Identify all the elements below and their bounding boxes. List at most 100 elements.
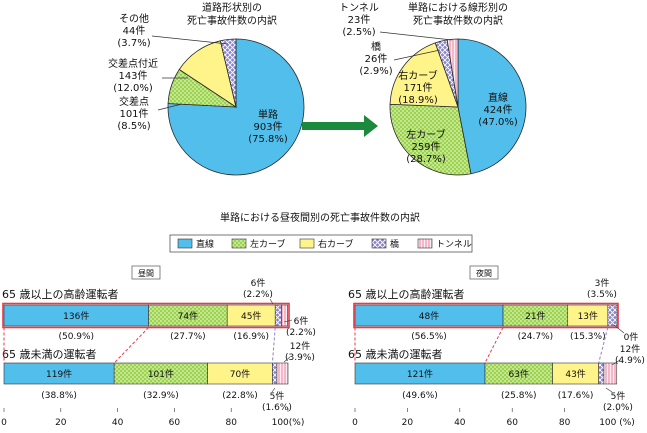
bar-segment-0-0-bridge xyxy=(275,305,281,326)
night-junior-bridge-count: 5件 xyxy=(611,390,626,402)
bar-count-1-1-left_curve: 63件 xyxy=(509,368,529,380)
bar-count-1-0-left_curve: 21件 xyxy=(525,310,545,322)
pie1-percent-near-intersection: (12.0%) xyxy=(113,83,153,94)
x-tick-label-1-2: 40 xyxy=(454,418,466,428)
pie1-percent-single-road: (75.8%) xyxy=(248,134,288,145)
pie1-percent-intersection: (8.5%) xyxy=(117,121,150,132)
pie1-label-single-road: 単路 xyxy=(258,108,278,121)
legend-swatch-4 xyxy=(418,239,432,248)
night-senior-tunnel-leader xyxy=(614,325,624,333)
bar-percent-1-0-straight: (56.5%) xyxy=(411,332,447,342)
pie2-count-left-curve: 259件 xyxy=(411,141,440,153)
x-tick-label-1-3: 60 xyxy=(506,418,518,428)
pie1-count-other: 44件 xyxy=(123,25,146,37)
day-senior-bridge-count: 6件 xyxy=(251,277,266,289)
pie1-leader-other xyxy=(152,36,228,44)
pie2-title-line1: 単路における線形別の xyxy=(408,1,508,14)
pie1-count-single-road: 903件 xyxy=(253,121,282,133)
bar-segment-1-0-bridge xyxy=(608,305,617,326)
bar-percent-0-0-straight: (50.9%) xyxy=(58,332,94,342)
legend-swatch-3 xyxy=(372,239,386,248)
legend-swatch-1 xyxy=(232,239,246,248)
stacked-bar-panels: 昼間 65 歳以上の高齢運転者 136件 (50.9%) 74件 (27.7%) 45件 (1… xyxy=(1,266,635,428)
bar-percent-0-1-right_curve: (22.8%) xyxy=(222,391,258,401)
pie-chart-road-shape xyxy=(168,39,304,175)
legend-label-4: トンネル xyxy=(436,239,472,250)
bar-count-0-0-right_curve: 45件 xyxy=(241,310,261,322)
bar-connector-0-0 xyxy=(114,328,148,364)
pie2-label-tunnel: トンネル xyxy=(339,2,379,14)
bar-count-1-0-right_curve: 13件 xyxy=(578,310,598,322)
pie2-count-tunnel: 23件 xyxy=(348,14,371,26)
bar-connector-0-2 xyxy=(272,328,275,364)
bar-percent-1-1-straight: (49.6%) xyxy=(402,391,438,401)
pie2-percent-right-curve: (18.9%) xyxy=(398,95,438,106)
pie2-percent-bridge: (2.9%) xyxy=(359,66,392,77)
x-tick-label-0-4: 80 xyxy=(225,418,237,428)
bar-percent-0-1-left_curve: (32.9%) xyxy=(143,391,179,401)
pie2-percent-left-curve: (28.7%) xyxy=(406,154,446,165)
day-senior-tunnel-percent: (2.2%) xyxy=(286,328,316,338)
pie2-label-right-curve: 右カーブ xyxy=(398,69,437,82)
bar-percent-1-1-right_curve: (17.6%) xyxy=(558,391,594,401)
night-junior-tunnel-percent: (4.9%) xyxy=(615,356,645,366)
bar-segment-1-1-tunnel xyxy=(604,363,617,384)
pie1-count-intersection: 101件 xyxy=(119,108,148,120)
pie2-count-right-curve: 171件 xyxy=(403,82,432,94)
pie1-title-line2: 死亡事故件数の内訳 xyxy=(187,14,277,27)
bar-connector-1-0 xyxy=(485,328,503,364)
bar-percent-0-0-right_curve: (16.9%) xyxy=(233,332,269,342)
bar-count-0-0-left_curve: 74件 xyxy=(178,310,198,322)
x-tick-label-1-0: 0 xyxy=(352,418,358,428)
pie1-label-intersection: 交差点 xyxy=(119,95,149,108)
legend-label-2: 右カーブ xyxy=(318,238,353,250)
night-senior-tunnel-count: 0件 xyxy=(624,331,639,343)
bar-segment-0-0-tunnel xyxy=(281,305,287,326)
legend-label-1: 左カーブ xyxy=(250,238,285,250)
pie1-count-near-intersection: 143件 xyxy=(118,70,147,82)
pie1-title-line1: 道路形状別の xyxy=(202,1,262,14)
day-senior-bridge-percent: (2.2%) xyxy=(243,290,273,300)
pie2-label-left-curve: 左カーブ xyxy=(406,128,445,141)
x-tick-label-0-2: 40 xyxy=(112,418,124,428)
pie1-label-other: その他 xyxy=(119,12,149,25)
night-junior-bridge-leader xyxy=(606,388,612,392)
panel-title-1: 夜間 xyxy=(476,268,492,278)
bar-percent-1-0-left_curve: (24.7%) xyxy=(518,332,554,342)
legend-swatch-0 xyxy=(178,239,192,248)
night-junior-bridge-percent: (2.0%) xyxy=(603,403,633,413)
bar-label-1-0: 65 歳以上の高齢運転者 xyxy=(348,287,465,301)
night-senior-bridge-percent: (3.5%) xyxy=(587,290,617,300)
pie2-label-straight: 直線 xyxy=(488,91,508,104)
day-junior-tunnel-count: 12件 xyxy=(290,340,310,352)
pie2-title-line2: 死亡事故件数の内訳 xyxy=(413,14,503,27)
legend-label-0: 直線 xyxy=(196,238,214,250)
pie2-count-bridge: 26件 xyxy=(365,53,388,65)
bar-segment-1-1-bridge xyxy=(599,363,604,384)
night-senior-bridge-count: 3件 xyxy=(595,277,610,289)
pie1-label-near-intersection: 交差点付近 xyxy=(108,57,158,70)
pie2-percent-tunnel: (2.5%) xyxy=(342,27,375,38)
x-tick-label-1-5: 100 (%) xyxy=(599,418,635,428)
x-tick-label-0-1: 20 xyxy=(55,418,67,428)
bar-section-title: 単路における昼夜間別の死亡事故件数の内訳 xyxy=(220,211,420,224)
bar-segment-0-1-bridge xyxy=(272,363,277,384)
bar-percent-0-0-left_curve: (27.7%) xyxy=(170,332,206,342)
pie2-count-straight: 424件 xyxy=(483,104,512,116)
x-tick-label-0-0: 0 xyxy=(1,418,7,428)
night-junior-tunnel-count: 12件 xyxy=(620,343,640,355)
legend-swatch-2 xyxy=(300,239,314,248)
bar-count-1-1-straight: 121件 xyxy=(407,368,433,380)
x-tick-label-1-1: 20 xyxy=(402,418,414,428)
legend-label-3: 橋 xyxy=(390,238,399,250)
x-tick-label-0-3: 60 xyxy=(169,418,181,428)
bar-percent-1-0-right_curve: (15.3%) xyxy=(570,332,606,342)
pie2-leader-tunnel xyxy=(380,32,452,40)
bar-percent-1-1-left_curve: (25.8%) xyxy=(501,391,537,401)
day-junior-tunnel-percent: (3.9%) xyxy=(285,353,315,363)
bar-count-1-1-right_curve: 43件 xyxy=(565,368,585,380)
bar-label-0-1: 65 歳未満の運転者 xyxy=(2,348,97,361)
bar-count-0-1-right_curve: 70件 xyxy=(230,368,250,380)
bar-count-0-1-left_curve: 101件 xyxy=(148,368,174,380)
